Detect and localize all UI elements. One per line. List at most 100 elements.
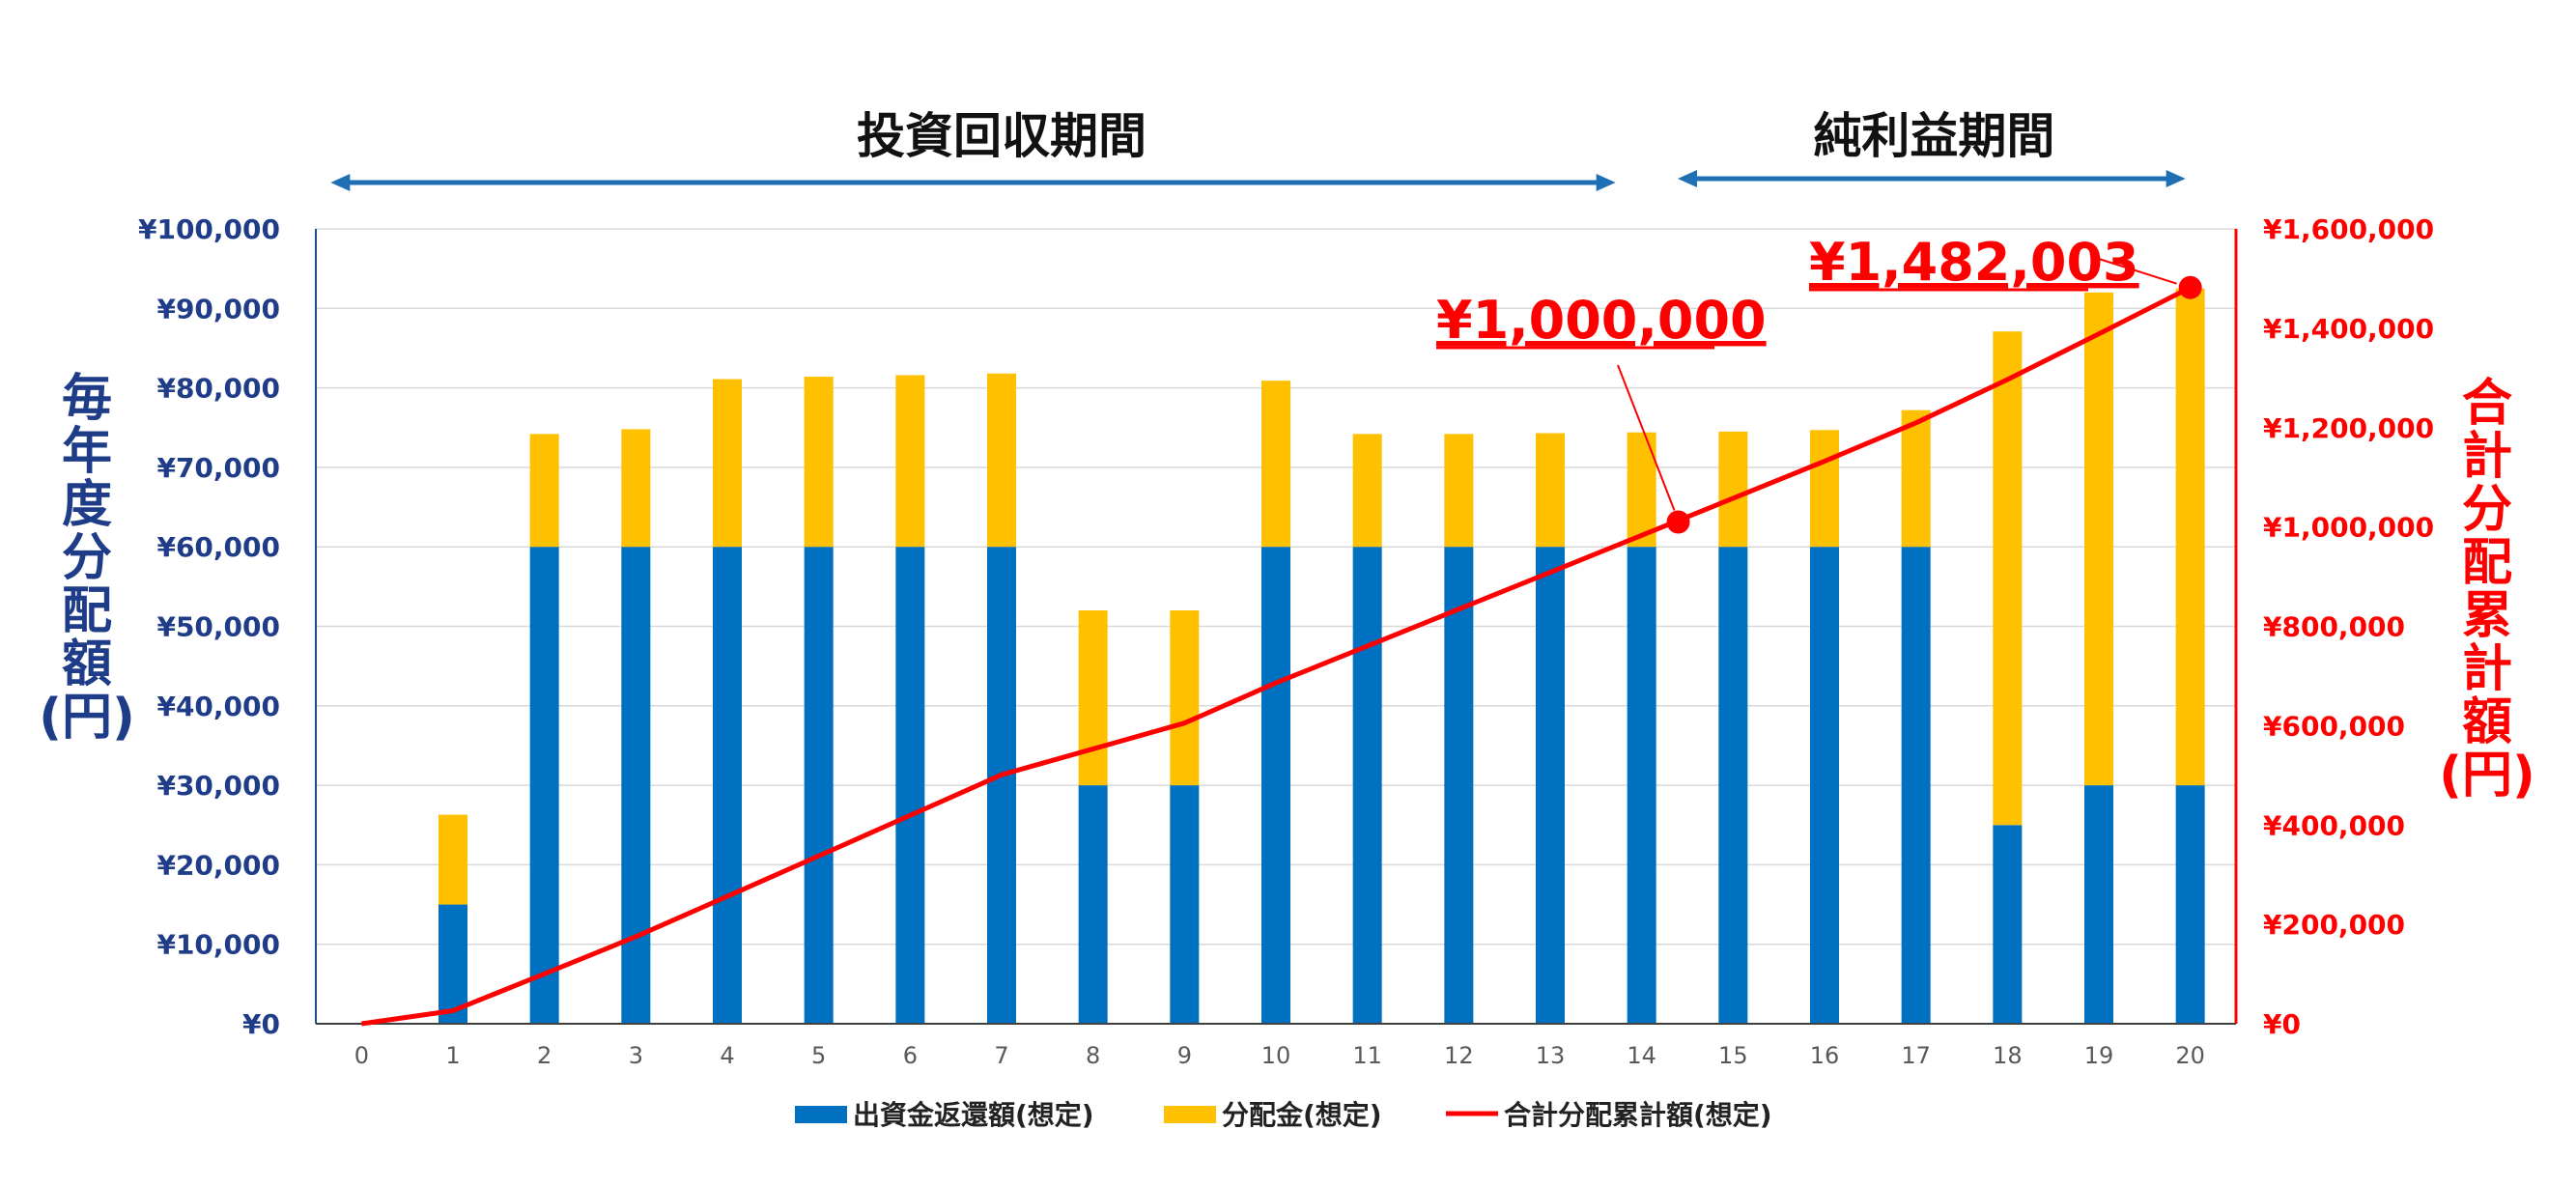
right-tick-label: ¥1,000,000 <box>2263 512 2434 544</box>
right-axis-title-char: (円) <box>2439 747 2535 805</box>
left-axis-title-char: 分 <box>62 529 112 587</box>
bar-return-15 <box>1718 547 1748 1024</box>
x-tick-label: 0 <box>354 1042 369 1069</box>
bars <box>439 288 2205 1024</box>
left-tick-label: ¥100,000 <box>138 213 280 245</box>
bar-return-20 <box>2175 785 2205 1024</box>
left-axis-title-char: 度 <box>62 476 112 534</box>
callout-marker-1m <box>1666 510 1690 534</box>
left-axis-title-char: 額 <box>62 635 112 693</box>
x-tick-label: 5 <box>811 1042 826 1069</box>
period-arrow-profit <box>1678 170 2186 187</box>
bar-dividend-5 <box>804 377 834 548</box>
bar-dividend-20 <box>2175 288 2205 786</box>
bar-return-17 <box>1901 547 1931 1024</box>
x-tick-label: 1 <box>445 1042 460 1069</box>
bar-return-14 <box>1627 547 1656 1024</box>
right-axis-title-char: 計 <box>2462 640 2512 698</box>
x-tick-label: 20 <box>2175 1042 2205 1069</box>
callout-label-1m: ¥1,000,000 <box>1436 290 1767 351</box>
bar-return-16 <box>1810 547 1839 1024</box>
x-tick-label: 12 <box>1444 1042 1474 1069</box>
x-tick-label: 13 <box>1536 1042 1566 1069</box>
right-axis-title: 合計分配累計額(円) <box>2439 375 2535 805</box>
bar-dividend-7 <box>987 373 1016 548</box>
x-tick-label: 18 <box>1993 1042 2023 1069</box>
cumulative-line-path <box>360 285 2192 1027</box>
bar-return-9 <box>1170 785 1200 1024</box>
x-tick-label: 2 <box>537 1042 552 1069</box>
period-arrow-profit-head-left <box>1678 170 1697 187</box>
legend-label-return: 出資金返還額(想定) <box>853 1099 1094 1131</box>
right-axis-title-char: 計 <box>2462 428 2512 486</box>
bar-return-11 <box>1352 547 1382 1024</box>
x-tick-label: 16 <box>1810 1042 1840 1069</box>
x-tick-label: 11 <box>1352 1042 1382 1069</box>
period-arrow-recovery-head-right <box>1596 174 1616 191</box>
left-tick-label: ¥0 <box>242 1008 280 1040</box>
bar-dividend-11 <box>1352 434 1382 548</box>
right-axis-title-char: 合 <box>2462 375 2512 433</box>
left-axis-title-char: 配 <box>62 582 112 640</box>
legend-swatch-dividend <box>1164 1106 1216 1123</box>
right-tick-label: ¥0 <box>2263 1008 2301 1040</box>
legend: 出資金返還額(想定) 分配金(想定) 合計分配累計額(想定) <box>795 1099 1772 1131</box>
bar-dividend-3 <box>621 429 651 548</box>
left-tick-label: ¥10,000 <box>156 929 280 961</box>
callout-leader-final <box>2098 258 2177 285</box>
left-tick-label: ¥60,000 <box>156 531 280 563</box>
right-tick-label: ¥200,000 <box>2263 909 2405 941</box>
bar-dividend-4 <box>713 379 742 548</box>
x-tick-label: 19 <box>2084 1042 2114 1069</box>
left-tick-label: ¥90,000 <box>156 293 280 325</box>
right-tick-label: ¥800,000 <box>2263 611 2405 643</box>
left-tick-label: ¥50,000 <box>156 611 280 643</box>
period-label-recovery: 投資回収期間 <box>857 108 1146 164</box>
period-arrow-recovery-head-left <box>330 174 351 191</box>
bar-return-2 <box>529 547 559 1024</box>
right-tick-label: ¥600,000 <box>2263 710 2405 742</box>
bar-dividend-19 <box>2084 292 2113 786</box>
x-tick-label: 17 <box>1901 1042 1931 1069</box>
right-axis-title-char: 累 <box>2462 587 2512 645</box>
bar-return-19 <box>2084 785 2113 1024</box>
x-tick-label: 14 <box>1627 1042 1656 1069</box>
bar-dividend-9 <box>1170 610 1200 786</box>
cumulative-line <box>360 285 2192 1027</box>
left-axis-title-char: 毎 <box>62 370 112 428</box>
bar-return-10 <box>1261 547 1290 1024</box>
right-tick-label: ¥1,400,000 <box>2263 313 2434 345</box>
x-tick-label: 10 <box>1261 1042 1291 1069</box>
bar-dividend-17 <box>1901 409 1931 548</box>
bar-dividend-1 <box>439 814 467 905</box>
x-tick-label: 8 <box>1086 1042 1100 1069</box>
legend-swatch-return <box>795 1106 847 1123</box>
axes: ¥0 ¥10,000 ¥20,000 ¥30,000 ¥40,000 ¥50,000 ¥60… <box>138 213 2434 1069</box>
period-arrows: 投資回収期間 純利益期間 <box>330 108 2186 191</box>
bar-dividend-6 <box>895 375 925 548</box>
left-tick-label: ¥40,000 <box>156 691 280 722</box>
x-tick-label: 4 <box>720 1042 734 1069</box>
period-label-profit: 純利益期間 <box>1813 108 2054 164</box>
bar-return-13 <box>1536 547 1565 1024</box>
right-tick-label: ¥400,000 <box>2263 809 2405 841</box>
left-axis-title-char: (円) <box>39 689 135 747</box>
bar-return-12 <box>1444 547 1474 1024</box>
callout-leader-1m <box>1617 364 1676 511</box>
bar-dividend-18 <box>1993 331 2023 826</box>
left-tick-label: ¥20,000 <box>156 849 280 881</box>
bar-dividend-8 <box>1078 610 1108 786</box>
left-tick-label: ¥30,000 <box>156 770 280 802</box>
legend-label-dividend: 分配金(想定) <box>1222 1099 1382 1131</box>
x-tick-label: 15 <box>1718 1042 1748 1069</box>
bar-return-7 <box>987 547 1016 1024</box>
bar-dividend-10 <box>1261 381 1290 548</box>
bar-return-18 <box>1993 825 2023 1024</box>
bar-dividend-13 <box>1536 433 1565 548</box>
bar-return-5 <box>804 547 834 1024</box>
right-axis-title-char: 分 <box>2462 481 2512 539</box>
bar-return-3 <box>621 547 651 1024</box>
